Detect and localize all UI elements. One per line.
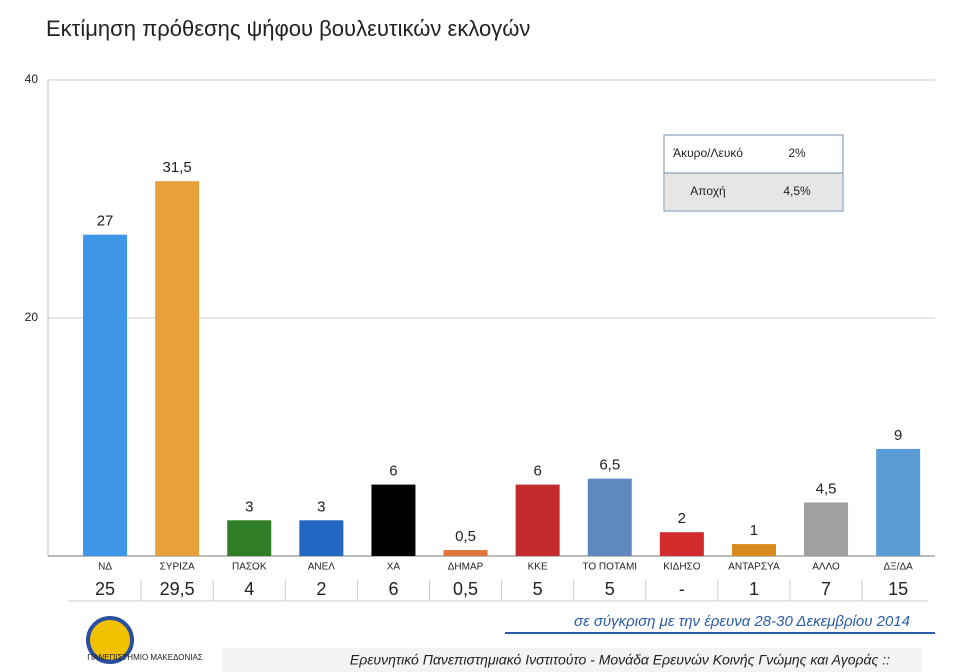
comparison-value: 25	[95, 579, 115, 599]
y-tick-label: 20	[25, 310, 39, 324]
value-label: 2	[678, 510, 686, 527]
comparison-note: σε σύγκριση με την έρευνα 28-30 Δεκεμβρί…	[574, 613, 910, 630]
bar	[731, 544, 776, 556]
x-tick-label: ΔΗΜΑΡ	[448, 562, 484, 573]
comparison-value: 1	[749, 579, 759, 599]
x-tick-label: ΧΑ	[387, 562, 401, 573]
footer: Ερευνητικό Πανεπιστημιακό Ινστιτούτο - Μ…	[350, 652, 890, 668]
comparison-value: 0,5	[453, 579, 478, 599]
logo	[86, 616, 134, 664]
bar	[155, 181, 200, 556]
logo-text: ΠΑΝΕΠΙΣΤΗΜΙΟ ΜΑΚΕΔΟΝΙΑΣ	[87, 653, 203, 662]
comparison-value: -	[679, 579, 685, 599]
value-label: 27	[97, 213, 114, 230]
chart-title: Εκτίμηση πρόθεσης ψήφου βουλευτικών εκλο…	[46, 16, 530, 41]
x-tick-label: ΚΚΕ	[528, 562, 548, 573]
inset-cell: 2%	[788, 146, 806, 160]
comparison-value: 29,5	[160, 579, 195, 599]
x-tick-label: ΔΞ/ΔΑ	[883, 562, 913, 573]
x-tick-label: ΑΝΤΑΡΣΥΑ	[728, 562, 780, 573]
bar	[83, 234, 128, 556]
inset-row-bg	[665, 173, 842, 210]
bar	[443, 550, 488, 556]
x-tick-label: ΑΛΛΟ	[812, 562, 840, 573]
bar	[876, 448, 921, 556]
bar	[587, 478, 632, 556]
comparison-value: 4	[244, 579, 254, 599]
value-label: 0,5	[455, 528, 476, 545]
x-tick-label: ΑΝΕΛ	[308, 562, 336, 573]
comparison-value: 5	[533, 579, 543, 599]
comparison-value: 15	[888, 579, 908, 599]
x-tick-label: ΝΔ	[98, 562, 112, 573]
x-tick-label: ΚΙΔΗΣΟ	[663, 562, 701, 573]
comparison-value: 5	[605, 579, 615, 599]
value-label: 9	[894, 427, 902, 444]
bar	[371, 484, 416, 556]
comparison-value: 6	[388, 579, 398, 599]
inset-cell: Αποχή	[690, 184, 725, 198]
value-label: 3	[317, 498, 325, 515]
x-tick-label: ΤΟ ΠΟΤΑΜΙ	[582, 562, 637, 573]
bar	[804, 502, 849, 556]
bar	[299, 520, 344, 556]
value-label: 6	[389, 463, 397, 480]
x-tick-label: ΣΥΡΙΖΑ	[160, 562, 195, 573]
bar	[659, 532, 704, 556]
comparison-value: 2	[316, 579, 326, 599]
x-tick-label: ΠΑΣΟΚ	[232, 562, 267, 573]
value-label: 6	[533, 463, 541, 480]
bar	[515, 484, 560, 556]
inset-cell: Άκυρο/Λευκό	[673, 146, 743, 160]
value-label: 1	[750, 522, 758, 539]
inset-cell: 4,5%	[783, 184, 811, 198]
y-tick-label: 40	[25, 72, 39, 86]
value-label: 4,5	[816, 480, 837, 497]
value-label: 6,5	[599, 457, 620, 474]
footer-bg	[222, 648, 922, 672]
value-label: 31,5	[163, 159, 192, 176]
bar	[227, 520, 272, 556]
comparison-value: 7	[821, 579, 831, 599]
value-label: 3	[245, 498, 253, 515]
